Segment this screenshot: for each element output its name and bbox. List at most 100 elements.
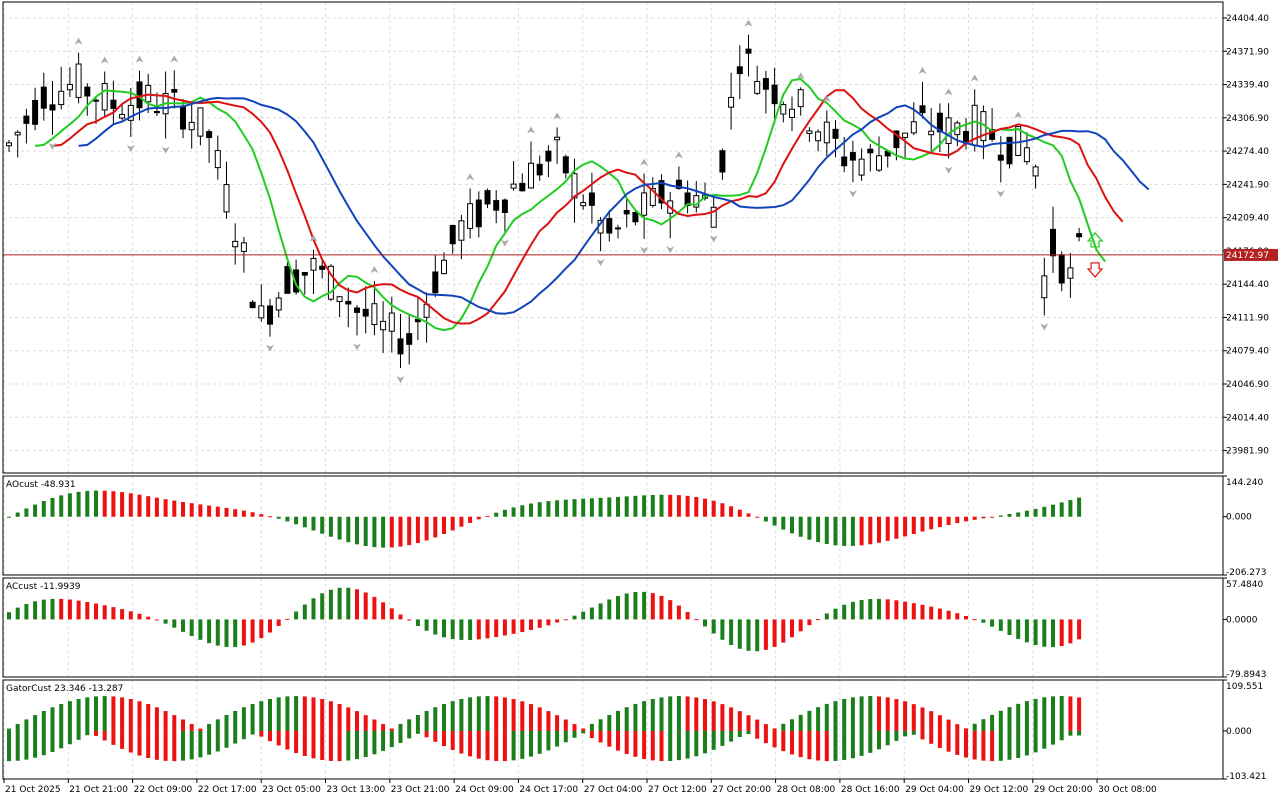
candle-body[interactable]	[684, 192, 691, 206]
candle-body[interactable]	[249, 301, 256, 309]
candle-body[interactable]	[815, 131, 822, 142]
candle-body[interactable]	[406, 333, 413, 345]
candle-body[interactable]	[1006, 136, 1013, 165]
candle-body[interactable]	[6, 142, 12, 147]
candle-body[interactable]	[484, 190, 491, 205]
candle-body[interactable]	[180, 106, 186, 130]
candle-body[interactable]	[519, 182, 526, 192]
candle-body[interactable]	[345, 300, 352, 305]
candle-body[interactable]	[710, 206, 717, 228]
candle-body[interactable]	[188, 121, 195, 131]
candle-body[interactable]	[580, 202, 587, 207]
candle-body[interactable]	[528, 162, 534, 189]
price-panel[interactable]	[3, 19, 1223, 384]
candle-body[interactable]	[40, 86, 47, 109]
candle-body[interactable]	[849, 152, 856, 161]
candle-body[interactable]	[267, 305, 273, 325]
candle-body[interactable]	[1076, 233, 1083, 238]
candle-body[interactable]	[675, 179, 682, 189]
candle-body[interactable]	[649, 187, 656, 206]
candle-body[interactable]	[449, 225, 456, 245]
candle-body[interactable]	[93, 99, 99, 102]
candle-body[interactable]	[327, 265, 334, 300]
candle-body[interactable]	[989, 129, 996, 140]
candle-body[interactable]	[284, 266, 291, 294]
candle-body[interactable]	[615, 227, 621, 230]
candle-body[interactable]	[145, 84, 152, 103]
candle-body[interactable]	[867, 148, 874, 154]
candle-body[interactable]	[49, 104, 56, 111]
candle-body[interactable]	[66, 83, 73, 91]
candle-body[interactable]	[214, 150, 221, 169]
ao-panel[interactable]: AOcust -48.931	[6, 480, 1082, 548]
candle-body[interactable]	[397, 338, 404, 355]
candle-body[interactable]	[293, 269, 300, 293]
candle-body[interactable]	[371, 303, 378, 326]
candle-body[interactable]	[197, 107, 204, 137]
candle-body[interactable]	[997, 154, 1004, 161]
candle-body[interactable]	[206, 131, 213, 139]
candle-body[interactable]	[14, 131, 21, 136]
candle-body[interactable]	[58, 90, 65, 106]
candle-body[interactable]	[554, 136, 561, 141]
candle-body[interactable]	[301, 272, 308, 276]
candle-body[interactable]	[789, 108, 795, 118]
candle-body[interactable]	[1041, 275, 1048, 299]
candle-body[interactable]	[745, 48, 752, 54]
candle-body[interactable]	[23, 115, 30, 124]
candle-body[interactable]	[823, 121, 830, 144]
candle-body[interactable]	[736, 66, 743, 75]
candle-body[interactable]	[475, 199, 482, 228]
candle-body[interactable]	[771, 84, 778, 105]
candle-body[interactable]	[319, 265, 326, 270]
candle-body[interactable]	[310, 257, 317, 271]
candle-body[interactable]	[719, 150, 726, 173]
candle-body[interactable]	[354, 307, 360, 313]
candle-body[interactable]	[797, 89, 804, 108]
candle-body[interactable]	[75, 63, 82, 98]
candle-body[interactable]	[1023, 147, 1030, 163]
candle-body[interactable]	[1050, 228, 1056, 257]
candle-body[interactable]	[1067, 267, 1074, 279]
candle-body[interactable]	[467, 203, 474, 229]
candle-body[interactable]	[101, 83, 108, 111]
candle-body[interactable]	[762, 78, 769, 90]
candle-body[interactable]	[171, 88, 178, 93]
candle-body[interactable]	[571, 173, 578, 199]
candle-body[interactable]	[32, 100, 39, 125]
candle-body[interactable]	[632, 212, 639, 223]
candle-body[interactable]	[136, 81, 143, 109]
candle-body[interactable]	[362, 308, 369, 317]
candle-body[interactable]	[1032, 166, 1039, 177]
candle-body[interactable]	[1058, 254, 1065, 284]
candle-body[interactable]	[902, 132, 909, 138]
candle-body[interactable]	[536, 163, 543, 176]
candle-body[interactable]	[414, 318, 421, 323]
candle-body[interactable]	[780, 104, 787, 115]
candle-body[interactable]	[119, 113, 126, 119]
candle-body[interactable]	[858, 158, 865, 176]
candle-body[interactable]	[623, 209, 630, 215]
candle-body[interactable]	[258, 305, 265, 319]
candle-body[interactable]	[910, 121, 917, 134]
candle-body[interactable]	[832, 128, 839, 139]
ac-panel[interactable]: ACcust -11.9939	[6, 582, 1082, 652]
candle-body[interactable]	[728, 96, 735, 108]
candle-body[interactable]	[641, 192, 648, 216]
candle-body[interactable]	[876, 155, 882, 171]
candle-body[interactable]	[380, 320, 387, 331]
candle-body[interactable]	[806, 130, 813, 134]
candle-body[interactable]	[493, 200, 500, 211]
candle-body[interactable]	[919, 105, 926, 114]
candle-body[interactable]	[658, 180, 665, 204]
candle-body[interactable]	[545, 150, 552, 162]
candle-body[interactable]	[110, 99, 117, 109]
candle-body[interactable]	[928, 130, 935, 136]
candle-body[interactable]	[275, 297, 282, 311]
candle-body[interactable]	[501, 199, 508, 213]
candle-body[interactable]	[458, 220, 465, 241]
candle-body[interactable]	[441, 259, 447, 275]
candle-body[interactable]	[606, 218, 613, 234]
candle-body[interactable]	[223, 184, 230, 213]
